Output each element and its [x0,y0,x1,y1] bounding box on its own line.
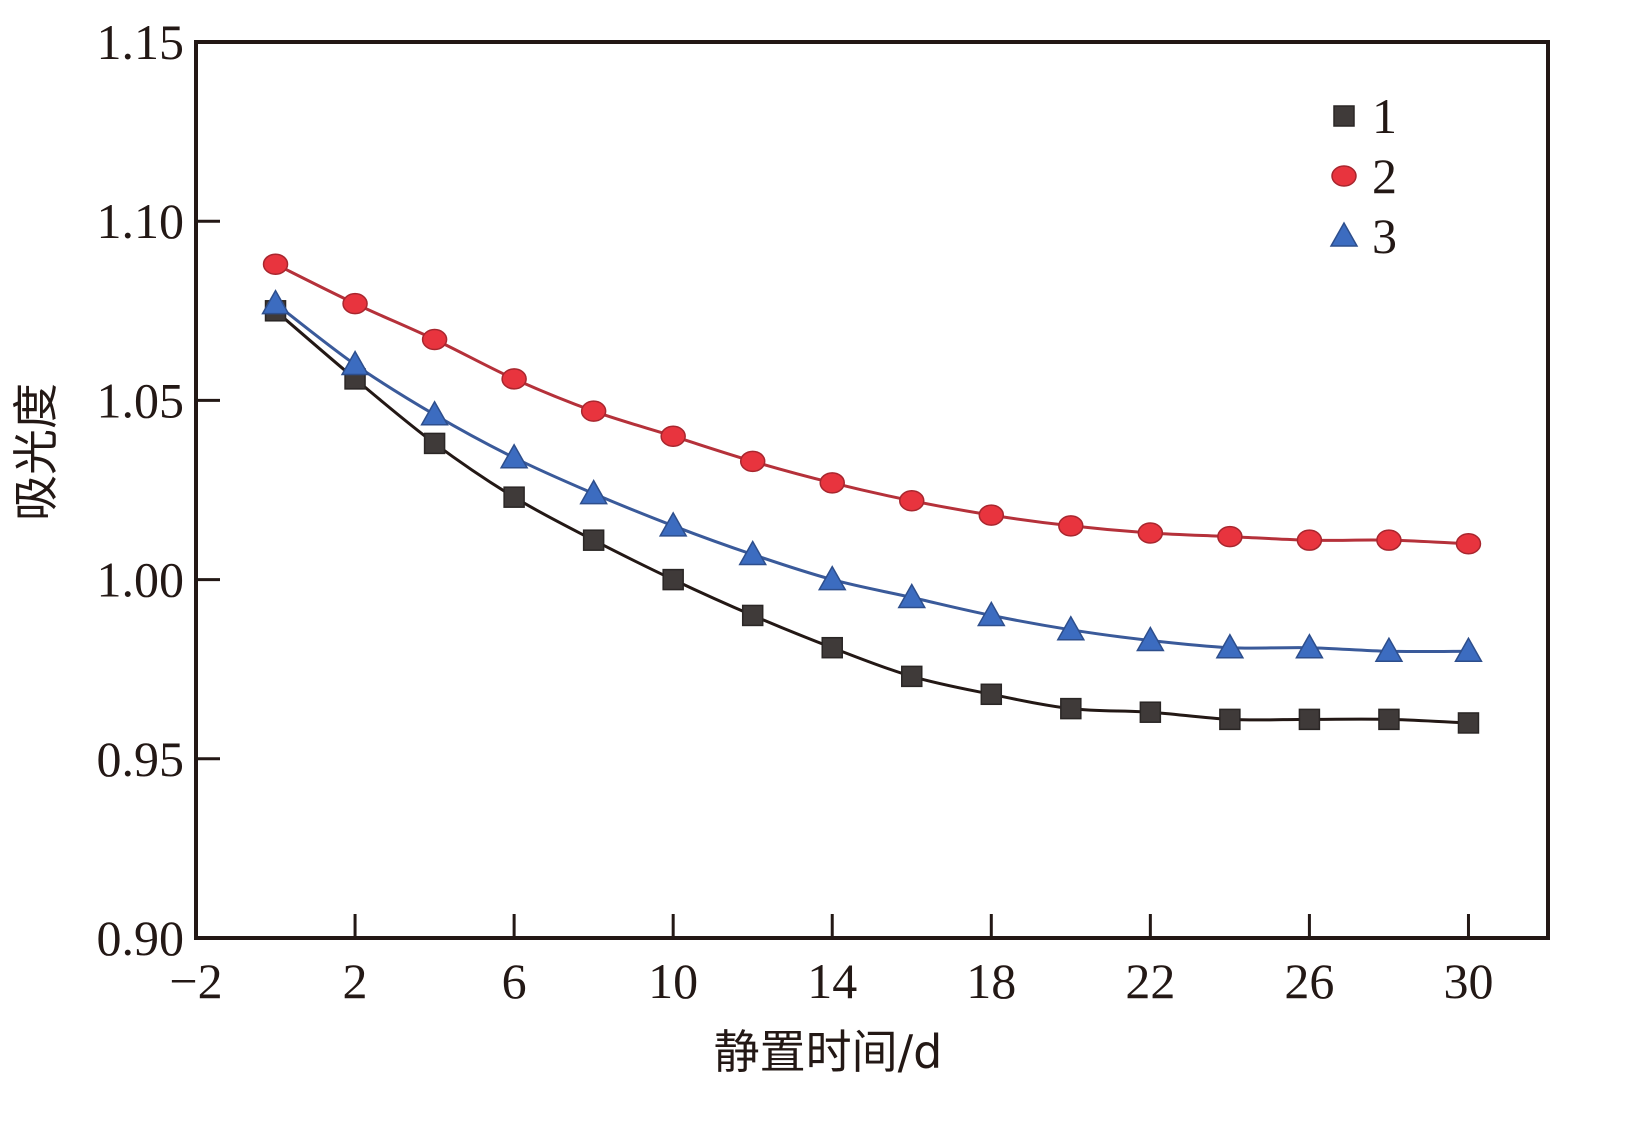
series-1-point [423,432,446,455]
series-3-point [738,539,767,566]
series-1-point [821,636,843,659]
series-3-point [1374,636,1404,663]
y-tick-label: 0.95 [97,731,185,787]
x-axis-title: 静置时间/d [714,1025,943,1079]
legend-3-label: 3 [1372,208,1397,264]
series-2-point [1217,525,1243,548]
y-tick-label: 1.00 [97,552,185,608]
x-tick-label: 22 [1125,953,1175,1009]
y-tick-label: 1.15 [97,14,185,70]
series-3-point [340,350,370,376]
series-1-point [582,529,605,551]
series-2-point [1137,522,1164,544]
series-3-point [1056,615,1086,641]
y-axis-title: 吸光度 [9,383,63,521]
series-3-point [658,511,688,537]
x-tick-label: 14 [807,953,857,1009]
series-1-point [1060,697,1082,720]
x-tick-label: 2 [343,953,368,1009]
x-tick-label: 26 [1284,953,1334,1009]
y-tick-label: 1.10 [97,193,185,249]
legend-1-label: 1 [1372,88,1397,144]
series-3-point [977,600,1006,627]
series-3-point [1295,633,1324,659]
legend-1-marker [1333,105,1355,127]
x-tick-label: 10 [648,953,698,1009]
series-1-point [1298,708,1321,731]
series-3-point [1454,636,1483,663]
series-2-point [899,490,925,512]
y-tick-label: 0.90 [97,910,185,966]
series-1-point [503,486,525,508]
series-3-point [261,289,290,315]
series-1-point [980,683,1003,706]
series-1-point [1457,712,1480,734]
series-1-point [901,665,923,688]
series-3-point [420,400,449,426]
series-3-point [1136,626,1165,652]
series-2-point [1296,529,1323,551]
series-2-point [660,425,686,447]
series-2-point [739,450,766,473]
legend-3-marker [1329,221,1359,247]
series-2-point [342,292,368,315]
series-2-point [580,400,607,422]
series-1-line [274,309,1469,725]
series-2-point [1058,515,1084,537]
series-markers [261,253,1483,734]
series-1-point [1219,708,1241,731]
series-3-point [499,443,529,469]
series-lines [274,262,1469,725]
series-1-point [662,568,684,591]
legend-2-label: 2 [1372,148,1397,204]
series-3-point [579,479,608,505]
series-3-line [274,302,1469,654]
series-3-point [817,565,847,591]
series-2-point [819,472,845,494]
series-2-point [978,504,1005,526]
plot-frame [194,40,1550,940]
series-2-line [274,262,1469,546]
legend: 123 [1329,88,1397,264]
y-tick-label: 1.05 [97,372,185,428]
series-2-point [262,253,289,275]
series-1-point [1378,708,1400,731]
series-2-point [421,328,448,351]
x-tick-label: 30 [1443,953,1493,1009]
series-2-point [1376,529,1402,551]
axis-ticks: −2 2 6 10 14 18 22 26 300.900.951.001.051.101.15 [97,14,1494,1009]
series-2-point [501,368,527,390]
x-tick-label: 18 [966,953,1016,1009]
series-3-point [1215,633,1245,659]
x-tick-label: −2 [169,953,222,1009]
legend-2-marker [1331,165,1357,187]
series-1-point [1139,701,1162,723]
series-1-point [741,604,764,627]
series-3-point [897,582,927,609]
series-2-point [1455,533,1482,555]
x-tick-label: 6 [502,953,527,1009]
